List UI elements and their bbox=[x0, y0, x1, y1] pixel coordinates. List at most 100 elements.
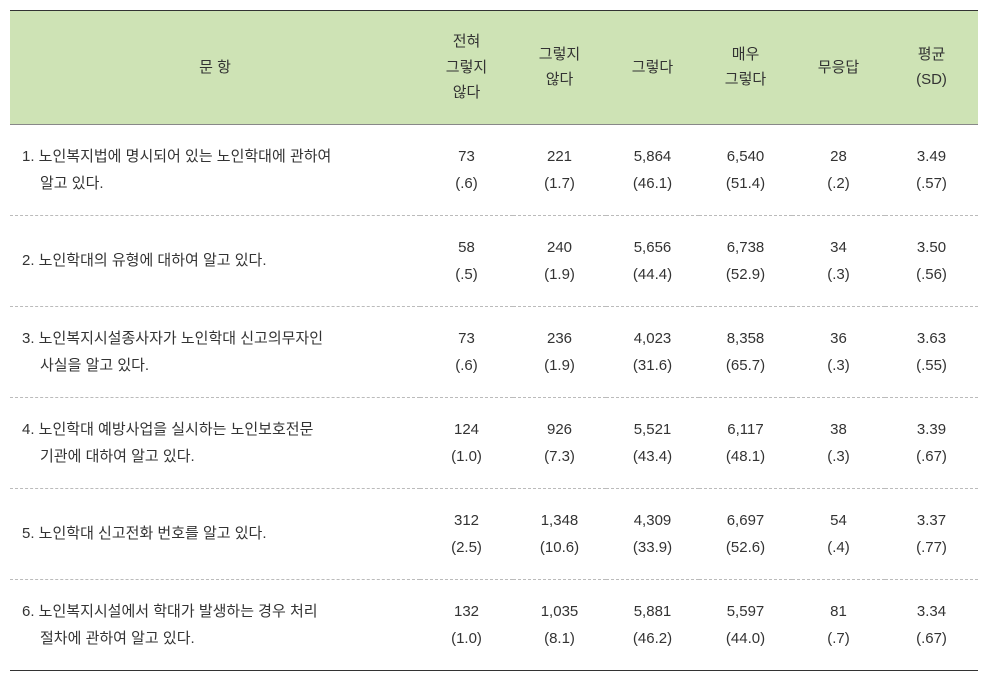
cell-count: 1,348 bbox=[519, 507, 600, 534]
data-cell: 6,738(52.9) bbox=[699, 215, 792, 306]
question-line1: 6. 노인복지시설에서 학대가 발생하는 경우 처리 bbox=[22, 598, 412, 625]
table-row: 6. 노인복지시설에서 학대가 발생하는 경우 처리절차에 관하여 알고 있다.… bbox=[10, 579, 978, 670]
data-cell: 6,117(48.1) bbox=[699, 397, 792, 488]
cell-count: 3.39 bbox=[891, 416, 972, 443]
col-line: (SD) bbox=[916, 71, 947, 88]
cell-pct: (65.7) bbox=[705, 352, 786, 379]
data-cell: 5,521(43.4) bbox=[606, 397, 699, 488]
cell-count: 34 bbox=[798, 234, 879, 261]
cell-count: 5,881 bbox=[612, 598, 693, 625]
data-cell: 3.39(.67) bbox=[885, 397, 978, 488]
col-line: 평균 bbox=[918, 46, 946, 63]
table-row: 5. 노인학대 신고전화 번호를 알고 있다.312(2.5)1,348(10.… bbox=[10, 488, 978, 579]
cell-pct: (1.7) bbox=[519, 170, 600, 197]
data-cell: 221(1.7) bbox=[513, 124, 606, 215]
cell-pct: (.7) bbox=[798, 625, 879, 652]
cell-count: 5,521 bbox=[612, 416, 693, 443]
data-cell: 4,023(31.6) bbox=[606, 306, 699, 397]
cell-pct: (52.6) bbox=[705, 534, 786, 561]
question-line2: 사실을 알고 있다. bbox=[22, 352, 412, 379]
cell-pct: (.3) bbox=[798, 261, 879, 288]
cell-count: 54 bbox=[798, 507, 879, 534]
cell-count: 236 bbox=[519, 325, 600, 352]
question-line1: 3. 노인복지시설종사자가 노인학대 신고의무자인 bbox=[22, 325, 412, 352]
data-cell: 132(1.0) bbox=[420, 579, 513, 670]
cell-pct: (46.1) bbox=[612, 170, 693, 197]
cell-pct: (1.9) bbox=[519, 261, 600, 288]
data-cell: 6,540(51.4) bbox=[699, 124, 792, 215]
question-cell: 5. 노인학대 신고전화 번호를 알고 있다. bbox=[10, 488, 420, 579]
col-line: 그렇지 bbox=[446, 59, 487, 76]
data-cell: 1,035(8.1) bbox=[513, 579, 606, 670]
data-cell: 124(1.0) bbox=[420, 397, 513, 488]
col-question: 문 항 bbox=[10, 11, 420, 125]
cell-pct: (.2) bbox=[798, 170, 879, 197]
question-line1: 1. 노인복지법에 명시되어 있는 노인학대에 관하여 bbox=[22, 143, 412, 170]
col-mean-sd: 평균 (SD) bbox=[885, 11, 978, 125]
col-line: 그렇지 bbox=[539, 46, 580, 63]
table-body: 1. 노인복지법에 명시되어 있는 노인학대에 관하여알고 있다.73(.6)2… bbox=[10, 124, 978, 670]
data-cell: 5,881(46.2) bbox=[606, 579, 699, 670]
cell-count: 3.50 bbox=[891, 234, 972, 261]
cell-pct: (48.1) bbox=[705, 443, 786, 470]
data-cell: 5,864(46.1) bbox=[606, 124, 699, 215]
cell-count: 926 bbox=[519, 416, 600, 443]
cell-pct: (2.5) bbox=[426, 534, 507, 561]
data-cell: 3.63(.55) bbox=[885, 306, 978, 397]
cell-pct: (33.9) bbox=[612, 534, 693, 561]
cell-pct: (1.0) bbox=[426, 443, 507, 470]
cell-count: 3.49 bbox=[891, 143, 972, 170]
cell-pct: (1.9) bbox=[519, 352, 600, 379]
data-cell: 73(.6) bbox=[420, 124, 513, 215]
cell-count: 6,117 bbox=[705, 416, 786, 443]
question-line2: 알고 있다. bbox=[22, 170, 412, 197]
cell-count: 124 bbox=[426, 416, 507, 443]
cell-pct: (52.9) bbox=[705, 261, 786, 288]
col-very-yes: 매우 그렇다 bbox=[699, 11, 792, 125]
question-line2: 기관에 대하여 알고 있다. bbox=[22, 443, 412, 470]
cell-count: 73 bbox=[426, 325, 507, 352]
data-cell: 926(7.3) bbox=[513, 397, 606, 488]
cell-pct: (7.3) bbox=[519, 443, 600, 470]
cell-count: 73 bbox=[426, 143, 507, 170]
data-cell: 240(1.9) bbox=[513, 215, 606, 306]
data-cell: 73(.6) bbox=[420, 306, 513, 397]
data-cell: 312(2.5) bbox=[420, 488, 513, 579]
table-row: 3. 노인복지시설종사자가 노인학대 신고의무자인사실을 알고 있다.73(.6… bbox=[10, 306, 978, 397]
cell-pct: (.6) bbox=[426, 170, 507, 197]
data-cell: 236(1.9) bbox=[513, 306, 606, 397]
cell-pct: (.77) bbox=[891, 534, 972, 561]
cell-count: 38 bbox=[798, 416, 879, 443]
cell-count: 5,597 bbox=[705, 598, 786, 625]
table-row: 4. 노인학대 예방사업을 실시하는 노인보호전문기관에 대하여 알고 있다.1… bbox=[10, 397, 978, 488]
data-cell: 28(.2) bbox=[792, 124, 885, 215]
cell-pct: (.4) bbox=[798, 534, 879, 561]
data-cell: 1,348(10.6) bbox=[513, 488, 606, 579]
data-cell: 8,358(65.7) bbox=[699, 306, 792, 397]
cell-count: 3.34 bbox=[891, 598, 972, 625]
cell-pct: (10.6) bbox=[519, 534, 600, 561]
table-row: 2. 노인학대의 유형에 대하여 알고 있다.58(.5)240(1.9)5,6… bbox=[10, 215, 978, 306]
question-line1: 5. 노인학대 신고전화 번호를 알고 있다. bbox=[22, 520, 412, 547]
data-cell: 81(.7) bbox=[792, 579, 885, 670]
data-cell: 5,597(44.0) bbox=[699, 579, 792, 670]
question-cell: 4. 노인학대 예방사업을 실시하는 노인보호전문기관에 대하여 알고 있다. bbox=[10, 397, 420, 488]
data-cell: 4,309(33.9) bbox=[606, 488, 699, 579]
col-line: 매우 bbox=[732, 46, 760, 63]
cell-pct: (.3) bbox=[798, 443, 879, 470]
col-yes: 그렇다 bbox=[606, 11, 699, 125]
table-header: 문 항 전혀 그렇지 않다 그렇지 않다 그렇다 매우 그렇다 무응답 평균 (… bbox=[10, 11, 978, 125]
data-cell: 38(.3) bbox=[792, 397, 885, 488]
question-cell: 1. 노인복지법에 명시되어 있는 노인학대에 관하여알고 있다. bbox=[10, 124, 420, 215]
data-cell: 36(.3) bbox=[792, 306, 885, 397]
cell-pct: (31.6) bbox=[612, 352, 693, 379]
cell-count: 312 bbox=[426, 507, 507, 534]
cell-count: 6,738 bbox=[705, 234, 786, 261]
table-row: 1. 노인복지법에 명시되어 있는 노인학대에 관하여알고 있다.73(.6)2… bbox=[10, 124, 978, 215]
cell-count: 58 bbox=[426, 234, 507, 261]
cell-pct: (44.0) bbox=[705, 625, 786, 652]
question-cell: 3. 노인복지시설종사자가 노인학대 신고의무자인사실을 알고 있다. bbox=[10, 306, 420, 397]
cell-pct: (44.4) bbox=[612, 261, 693, 288]
col-not: 그렇지 않다 bbox=[513, 11, 606, 125]
data-cell: 3.50(.56) bbox=[885, 215, 978, 306]
